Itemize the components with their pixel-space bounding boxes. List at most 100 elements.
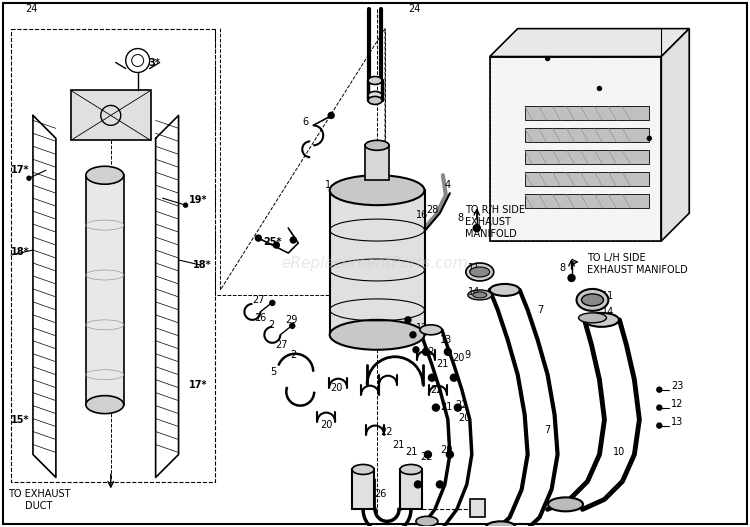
Text: 4: 4 — [445, 180, 451, 190]
Bar — [490, 56, 662, 241]
Circle shape — [454, 404, 461, 411]
Text: 12: 12 — [671, 398, 684, 408]
Text: 18*: 18* — [11, 247, 30, 257]
Circle shape — [328, 112, 334, 119]
Ellipse shape — [368, 76, 382, 84]
Text: 8: 8 — [458, 213, 464, 223]
Text: 12: 12 — [416, 323, 428, 333]
Circle shape — [545, 56, 550, 61]
Ellipse shape — [581, 294, 604, 306]
Ellipse shape — [584, 313, 619, 327]
Text: 21: 21 — [405, 446, 417, 456]
Ellipse shape — [368, 92, 382, 100]
Bar — [86, 175, 124, 405]
Bar — [525, 150, 650, 164]
Text: 3*: 3* — [148, 57, 160, 67]
Text: 5: 5 — [270, 367, 277, 377]
Text: 21: 21 — [392, 440, 404, 450]
Text: 15*: 15* — [11, 415, 29, 425]
Text: 22: 22 — [380, 426, 392, 436]
Text: 23: 23 — [671, 380, 684, 391]
Ellipse shape — [578, 313, 607, 323]
Circle shape — [290, 237, 296, 243]
Text: 20: 20 — [452, 353, 464, 363]
Text: 16: 16 — [416, 210, 428, 220]
Bar — [70, 91, 151, 140]
Circle shape — [273, 242, 279, 248]
Circle shape — [450, 374, 458, 381]
Text: 21: 21 — [440, 402, 452, 412]
Text: 20: 20 — [320, 419, 332, 430]
Bar — [330, 190, 425, 335]
Ellipse shape — [400, 464, 422, 474]
Circle shape — [473, 225, 480, 231]
Text: 6: 6 — [302, 118, 308, 128]
Text: 20: 20 — [440, 444, 452, 454]
Polygon shape — [662, 28, 689, 241]
Text: 9: 9 — [465, 350, 471, 360]
Text: 28: 28 — [426, 205, 438, 215]
Text: 7: 7 — [538, 305, 544, 315]
Text: 25*: 25* — [263, 237, 282, 247]
Ellipse shape — [548, 497, 583, 511]
Circle shape — [568, 275, 575, 281]
Text: TO EXHAUST
DUCT: TO EXHAUST DUCT — [8, 490, 70, 511]
Ellipse shape — [416, 516, 438, 526]
Text: EXHAUST: EXHAUST — [465, 217, 511, 227]
Circle shape — [598, 86, 602, 91]
Text: 11: 11 — [468, 263, 480, 273]
Text: 26: 26 — [374, 490, 386, 500]
Text: 22: 22 — [430, 385, 442, 395]
Bar — [400, 470, 422, 510]
Text: 22: 22 — [420, 453, 433, 463]
Text: 24: 24 — [408, 4, 420, 14]
Bar — [525, 106, 650, 120]
Circle shape — [270, 300, 274, 305]
Ellipse shape — [468, 290, 492, 300]
Text: 20: 20 — [330, 383, 343, 393]
Text: 8: 8 — [560, 263, 566, 273]
Text: 2: 2 — [290, 350, 296, 360]
Ellipse shape — [577, 289, 608, 311]
Circle shape — [428, 374, 436, 381]
Text: 14: 14 — [602, 307, 613, 317]
Text: 17*: 17* — [11, 165, 29, 175]
Circle shape — [27, 176, 31, 180]
Circle shape — [290, 324, 295, 328]
Text: EXHAUST MANIFOLD: EXHAUST MANIFOLD — [587, 265, 688, 275]
Text: 22: 22 — [454, 399, 467, 409]
Circle shape — [436, 481, 443, 488]
Text: 27: 27 — [253, 295, 265, 305]
Bar — [352, 470, 374, 510]
Ellipse shape — [86, 396, 124, 414]
Text: 7: 7 — [544, 425, 550, 435]
Text: 13: 13 — [671, 416, 683, 426]
Text: 18*: 18* — [193, 260, 211, 270]
Polygon shape — [490, 28, 689, 56]
Ellipse shape — [470, 267, 490, 277]
Circle shape — [405, 317, 411, 323]
Circle shape — [657, 387, 662, 392]
Ellipse shape — [466, 263, 494, 281]
Circle shape — [657, 423, 662, 428]
Circle shape — [657, 405, 662, 410]
Text: TO R/H SIDE: TO R/H SIDE — [465, 205, 525, 215]
Text: 10: 10 — [614, 446, 626, 456]
Text: eReplacementParts.com: eReplacementParts.com — [282, 256, 468, 271]
Text: 29: 29 — [285, 315, 298, 325]
Text: 27: 27 — [275, 340, 288, 350]
Ellipse shape — [486, 521, 516, 527]
Ellipse shape — [352, 464, 374, 474]
Ellipse shape — [365, 140, 389, 150]
Ellipse shape — [330, 175, 424, 205]
Text: 16: 16 — [255, 313, 268, 323]
Circle shape — [424, 451, 431, 458]
Text: 2: 2 — [268, 320, 274, 330]
Circle shape — [647, 136, 651, 140]
Circle shape — [255, 235, 261, 241]
Ellipse shape — [420, 325, 442, 335]
Text: 14: 14 — [468, 287, 480, 297]
Text: 1: 1 — [326, 180, 332, 190]
Circle shape — [444, 348, 452, 355]
Text: 11: 11 — [602, 291, 613, 301]
